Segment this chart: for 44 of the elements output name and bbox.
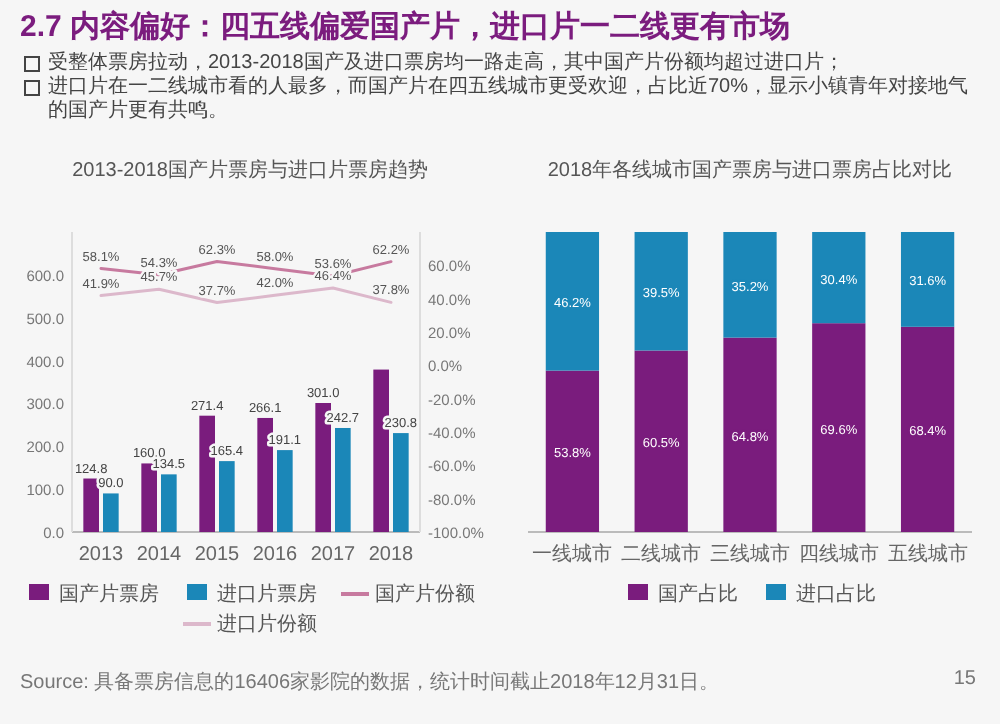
bar bbox=[161, 474, 177, 532]
x-tick-label: 五线城市 bbox=[887, 542, 968, 566]
source-note: Source: 具备票房信息的16406家影院的数据，统计时间截止2018年12月31日。 bbox=[20, 669, 720, 696]
bar bbox=[277, 450, 293, 532]
legend-label: 国产占比 bbox=[658, 582, 738, 606]
x-tick-label: 2017 bbox=[310, 544, 357, 566]
chart-title: 2018年各线城市国产票房与进口票房占比对比 bbox=[547, 158, 953, 182]
bar bbox=[373, 369, 389, 532]
x-tick-label: 2014 bbox=[136, 544, 183, 566]
x-tick-label: 四线城市 bbox=[798, 542, 879, 566]
x-tick-label: 2016 bbox=[252, 544, 299, 566]
bar bbox=[812, 323, 866, 532]
x-tick-label: 2013 bbox=[78, 544, 125, 566]
bar bbox=[393, 433, 409, 532]
bar bbox=[199, 415, 215, 532]
bar bbox=[103, 493, 119, 532]
bar bbox=[335, 427, 351, 532]
text: 15 bbox=[953, 668, 976, 690]
bar bbox=[315, 403, 331, 532]
x-tick-label: 二线城市 bbox=[621, 542, 702, 566]
legend-label: 进口片份额 bbox=[217, 612, 317, 636]
bar bbox=[634, 350, 688, 532]
bar bbox=[634, 232, 688, 351]
bar bbox=[257, 417, 273, 532]
legend-label: 进口占比 bbox=[796, 582, 876, 606]
bar bbox=[900, 326, 955, 532]
chart-title: 2013-2018国产片票房与进口片票房趋势 bbox=[72, 158, 428, 182]
bar bbox=[83, 478, 99, 532]
legend-label: 进口片票房 bbox=[217, 582, 317, 606]
text: 2.7 内容偏好：四五线偏爱国产片，进口片一二线更有市场 bbox=[20, 8, 793, 48]
x-tick-label: 一线城市 bbox=[532, 542, 613, 566]
bar bbox=[723, 232, 777, 338]
x-tick-label: 2018 bbox=[368, 544, 415, 566]
bar bbox=[219, 461, 235, 532]
bar bbox=[141, 463, 157, 532]
bar bbox=[545, 370, 600, 532]
legend-label: 国产片份额 bbox=[375, 582, 475, 606]
bar bbox=[545, 232, 600, 371]
x-tick-label: 三线城市 bbox=[710, 542, 790, 566]
bar bbox=[723, 337, 777, 532]
x-tick-label: 2015 bbox=[194, 544, 241, 566]
text: 受整体票房拉动，2013-2018国产及进口票房均一路走高，其中国产片份额均超过进口片； bbox=[48, 52, 844, 74]
legend-label: 国产片票房 bbox=[59, 582, 159, 606]
text: 进口片在一二线城市看的人最多，而国产片在四五线城市更受欢迎，占比近70%，显示小镇青年对接地气的国产片更有共鸣。 bbox=[48, 76, 969, 122]
